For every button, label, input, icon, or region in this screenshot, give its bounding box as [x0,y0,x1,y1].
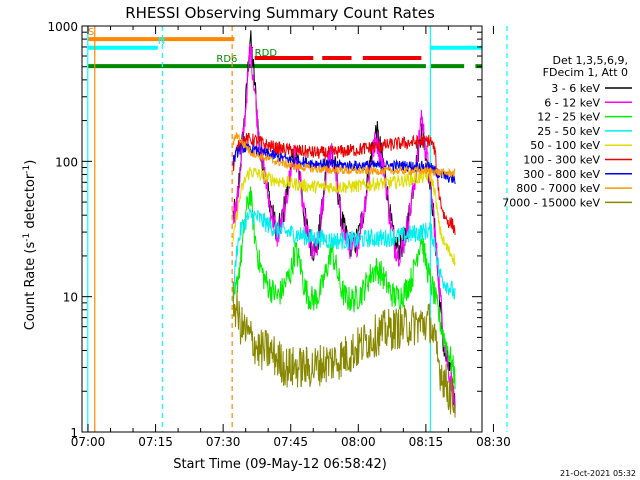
series-line-8 [232,281,456,418]
flag-label-rd6: RD6 [216,54,237,65]
legend-label-3: 25 - 50 keV [537,125,600,138]
series-line-4 [232,167,456,266]
legend-label-8: 7000 - 15000 keV [502,196,600,209]
legend-label-4: 50 - 100 keV [530,139,600,152]
flag-label-n: N [158,36,165,47]
x-tick-label-0: 07:00 [71,435,106,449]
legend-label-5: 100 - 300 keV [523,154,600,167]
legend-header-0: Det 1,3,5,6,9, [552,54,628,67]
y-axis-label-sup: -1 [22,233,32,242]
axes: 07:00 07:15 07:30 07:45 08:00 08:15 08:30 1 10 10… [47,20,510,449]
x-tick-label-5: 08:15 [409,435,444,449]
x-tick-label-1: 07:15 [138,435,173,449]
series-line-7 [232,132,456,178]
x-tick-label-4: 08:00 [341,435,376,449]
y-axis-label-close: ) [23,160,38,165]
x-axis-label: Start Time (09-May-12 06:58:42) [173,457,387,472]
y-axis-label: Count Rate (s-1 detector-1) [22,160,38,331]
legend: Det 1,3,5,6,9,FDecim 1, Att 0 3 - 6 keV6 … [502,54,632,209]
legend-label-2: 12 - 25 keV [537,111,600,124]
footer-date: 21-Oct-2021 05:32 [560,469,636,478]
series-line-3 [232,208,456,303]
x-tick-label-3: 07:45 [273,435,308,449]
y-axis-label-main: Count Rate (s [23,242,38,331]
chart-title: RHESSI Observing Summary Count Rates [125,4,435,22]
y-axis-label-sup2: -1 [22,165,32,174]
legend-label-0: 3 - 6 keV [551,82,600,95]
y-tick-label-0: 1 [70,426,78,440]
series-line-5 [232,132,456,235]
legend-label-7: 800 - 7000 keV [516,182,600,195]
y-axis-label-rest: detector [23,173,38,233]
series-line-2 [232,186,456,390]
legend-label-6: 300 - 800 keV [523,168,600,181]
legend-header-1: FDecim 1, Att 0 [543,66,628,79]
flag-label-rdd: RDD [255,48,278,59]
flag-label-s: S [88,27,94,38]
series-lines [232,30,456,418]
legend-label-1: 6 - 12 keV [544,96,600,109]
x-tick-label-6: 08:30 [476,435,511,449]
plot-frame [81,25,483,433]
y-tick-label-2: 100 [55,155,78,169]
y-tick-label-3: 1000 [47,20,78,34]
y-tick-label-1: 10 [63,291,78,305]
x-tick-label-2: 07:30 [206,435,241,449]
